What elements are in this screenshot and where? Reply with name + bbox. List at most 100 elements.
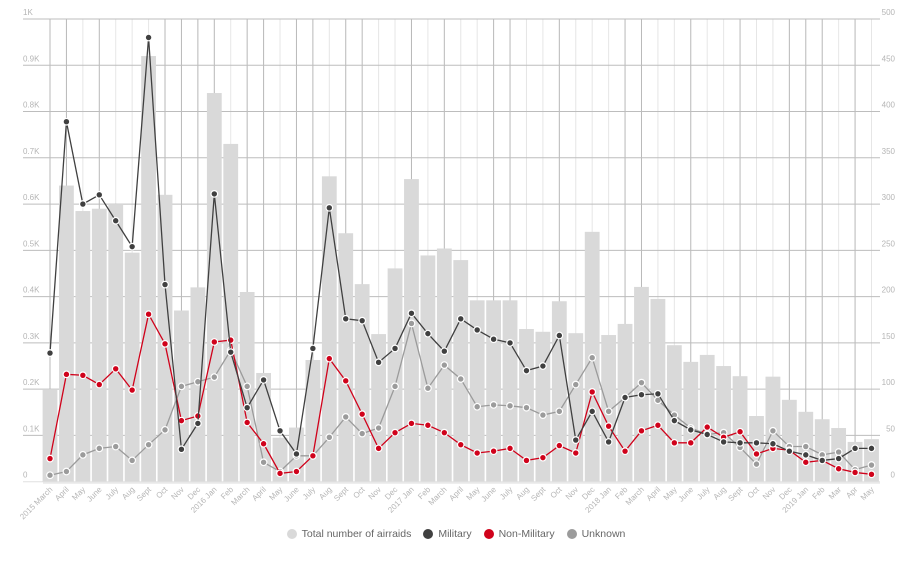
point-unknown[interactable]	[325, 433, 334, 442]
point-military[interactable]	[325, 203, 334, 212]
point-unknown[interactable]	[210, 373, 219, 382]
point-unknown[interactable]	[834, 448, 843, 456]
legend-item-military[interactable]: Military	[423, 528, 472, 540]
point-non-military[interactable]	[276, 469, 284, 478]
point-military[interactable]	[489, 335, 498, 344]
point-military[interactable]	[78, 200, 87, 208]
point-military[interactable]	[818, 456, 827, 465]
point-non-military[interactable]	[62, 370, 71, 379]
bar-total-airraids[interactable]	[617, 323, 633, 482]
point-military[interactable]	[456, 314, 465, 323]
bar-total-airraids[interactable]	[108, 204, 124, 482]
bar-total-airraids[interactable]	[453, 260, 469, 482]
point-non-military[interactable]	[407, 419, 416, 428]
point-unknown[interactable]	[637, 378, 646, 387]
bar-total-airraids[interactable]	[864, 439, 879, 482]
legend-item-total[interactable]: Total number of airraids	[286, 528, 411, 540]
point-unknown[interactable]	[161, 425, 169, 434]
bar-total-airraids[interactable]	[75, 211, 91, 482]
bar-total-airraids[interactable]	[551, 301, 567, 482]
point-non-military[interactable]	[637, 426, 646, 435]
point-unknown[interactable]	[769, 426, 777, 435]
point-military[interactable]	[292, 450, 301, 458]
point-non-military[interactable]	[95, 380, 104, 389]
point-unknown[interactable]	[423, 384, 432, 393]
bar-total-airraids[interactable]	[699, 354, 715, 482]
point-unknown[interactable]	[46, 471, 54, 480]
point-unknown[interactable]	[62, 467, 71, 476]
point-unknown[interactable]	[456, 375, 465, 383]
bar-total-airraids[interactable]	[354, 284, 370, 482]
point-unknown[interactable]	[111, 442, 120, 451]
point-military[interactable]	[637, 390, 646, 399]
point-military[interactable]	[128, 242, 137, 251]
point-non-military[interactable]	[621, 447, 629, 456]
point-unknown[interactable]	[95, 444, 104, 453]
point-military[interactable]	[654, 389, 662, 398]
point-military[interactable]	[276, 426, 284, 435]
point-unknown[interactable]	[407, 319, 416, 328]
bar-total-airraids[interactable]	[141, 56, 156, 482]
bar-total-airraids[interactable]	[469, 300, 485, 482]
point-military[interactable]	[243, 403, 252, 412]
point-unknown[interactable]	[374, 424, 383, 432]
point-military[interactable]	[111, 216, 120, 225]
point-military[interactable]	[177, 445, 186, 454]
point-unknown[interactable]	[473, 402, 482, 411]
point-unknown[interactable]	[555, 407, 564, 416]
point-non-military[interactable]	[111, 364, 120, 373]
point-non-military[interactable]	[736, 427, 744, 436]
point-unknown[interactable]	[588, 353, 597, 362]
point-non-military[interactable]	[752, 450, 761, 458]
point-military[interactable]	[703, 430, 712, 439]
bar-total-airraids[interactable]	[338, 233, 354, 482]
bar-total-airraids[interactable]	[781, 399, 797, 482]
point-military[interactable]	[851, 444, 859, 453]
bar-total-airraids[interactable]	[223, 143, 239, 482]
point-non-military[interactable]	[46, 454, 54, 463]
bar-total-airraids[interactable]	[371, 334, 386, 482]
point-military[interactable]	[440, 347, 449, 356]
point-military[interactable]	[95, 190, 104, 199]
point-military[interactable]	[506, 338, 514, 347]
point-military[interactable]	[144, 33, 153, 42]
point-military[interactable]	[834, 454, 843, 463]
bar-total-airraids[interactable]	[124, 252, 140, 482]
point-unknown[interactable]	[78, 450, 87, 459]
point-non-military[interactable]	[78, 371, 87, 380]
point-military[interactable]	[801, 450, 810, 459]
point-non-military[interactable]	[703, 423, 712, 432]
point-military[interactable]	[161, 280, 169, 289]
legend-item-unknown[interactable]: Unknown	[566, 528, 625, 540]
point-non-military[interactable]	[161, 339, 169, 348]
bar-total-airraids[interactable]	[568, 333, 584, 482]
bar-total-airraids[interactable]	[502, 300, 518, 482]
point-military[interactable]	[226, 348, 235, 357]
point-military[interactable]	[588, 407, 597, 416]
point-non-military[interactable]	[670, 438, 679, 447]
bar-total-airraids[interactable]	[404, 179, 419, 482]
point-military[interactable]	[423, 329, 432, 338]
point-non-military[interactable]	[801, 458, 810, 467]
point-unknown[interactable]	[867, 461, 876, 469]
point-non-military[interactable]	[473, 449, 482, 457]
point-military[interactable]	[391, 344, 399, 353]
point-military[interactable]	[210, 190, 219, 198]
point-military[interactable]	[686, 425, 695, 434]
point-military[interactable]	[374, 358, 383, 367]
point-military[interactable]	[670, 416, 679, 425]
point-non-military[interactable]	[539, 453, 547, 462]
point-unknown[interactable]	[489, 400, 498, 409]
point-military[interactable]	[308, 344, 317, 353]
point-military[interactable]	[473, 326, 482, 334]
point-unknown[interactable]	[144, 440, 153, 449]
point-non-military[interactable]	[226, 336, 235, 345]
point-non-military[interactable]	[308, 451, 317, 460]
point-unknown[interactable]	[752, 460, 761, 469]
point-military[interactable]	[785, 447, 794, 456]
point-non-military[interactable]	[555, 441, 564, 450]
bar-total-airraids[interactable]	[42, 389, 58, 482]
point-non-military[interactable]	[325, 354, 334, 363]
bar-total-airraids[interactable]	[59, 185, 74, 482]
point-non-military[interactable]	[259, 439, 268, 448]
